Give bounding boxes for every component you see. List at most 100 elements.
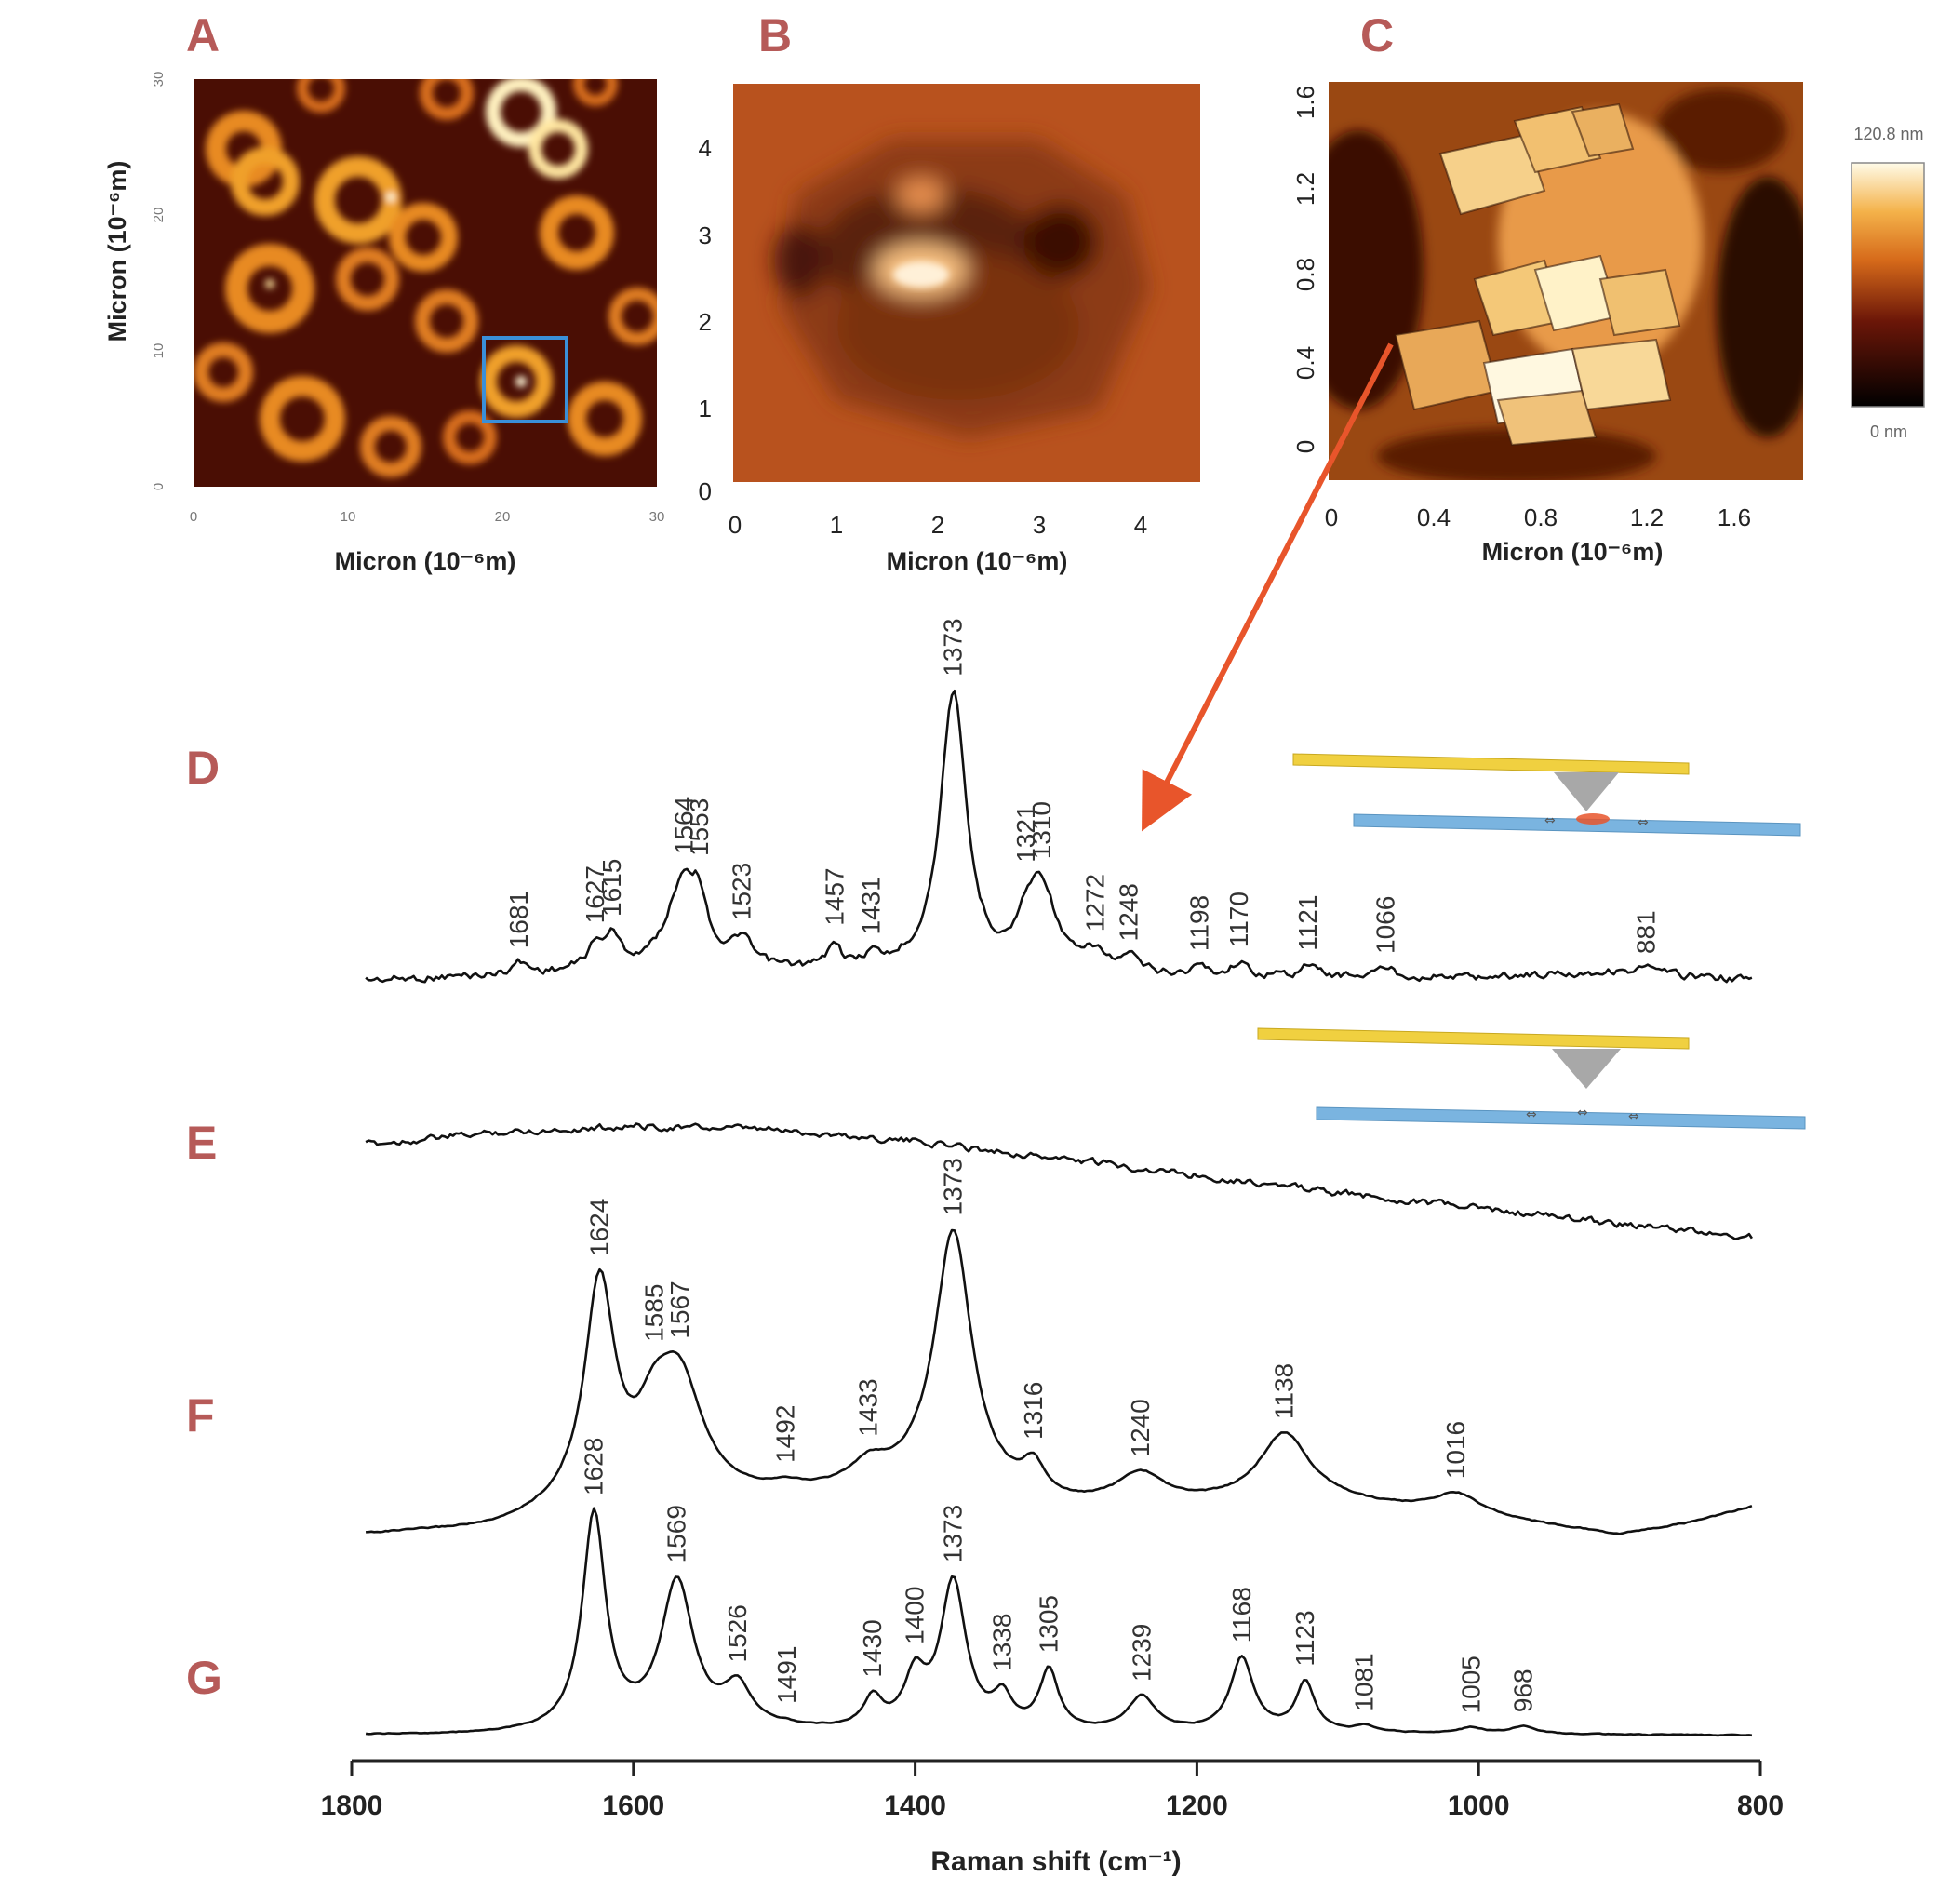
panel-b-x-tick: 1 [830, 511, 843, 539]
tip-schematic-on: ⇔ ⇔ [1292, 753, 1801, 837]
arrow-c-to-d [1142, 342, 1394, 832]
panel-b-afm-image [733, 84, 1200, 482]
panel-c-x-tick: 1.2 [1630, 503, 1664, 531]
peak-label-g: 1526 [723, 1604, 752, 1662]
panel-a: A [103, 9, 664, 575]
panel-a-x-tick: 20 [495, 509, 511, 525]
panel-c-x-tick: 1.6 [1718, 503, 1751, 531]
panel-a-selection-box [482, 336, 568, 423]
panel-a-letter: A [186, 9, 220, 61]
panel-c-y-tick: 0.8 [1291, 258, 1319, 291]
panel-a-y-tick: 0 [151, 483, 167, 490]
peak-label-f: 1585 [640, 1284, 669, 1342]
panel-b: B 0 1 2 3 4 0 1 2 3 4 [699, 9, 1200, 575]
peak-label-f: 1567 [665, 1281, 694, 1338]
panel-a-y-ticks: 0 10 20 30 [151, 72, 167, 491]
raman-x-tick-label: 800 [1737, 1790, 1784, 1821]
peak-label-g: 1430 [858, 1619, 887, 1677]
peak-label-d: 1457 [820, 867, 849, 925]
molecule-glyph: ⇔ [1638, 815, 1649, 830]
raman-x-tick-label: 1200 [1166, 1790, 1228, 1821]
panel-b-y-tick: 4 [699, 134, 712, 162]
panel-b-y-tick: 3 [699, 221, 712, 249]
peak-label-d: 1564 [669, 797, 698, 854]
spectrum-d-line [365, 690, 1753, 984]
panel-c-y-tick: 0 [1291, 440, 1319, 453]
peak-label-d: 1431 [857, 877, 886, 934]
panel-a-x-ticks: 0 10 20 30 [190, 509, 665, 525]
peak-label-d: 1170 [1224, 892, 1253, 947]
panel-a-x-tick: 30 [649, 509, 665, 525]
panel-b-letter: B [758, 9, 792, 61]
panel-c: C 0 [1291, 9, 1925, 566]
panel-b-y-tick: 0 [699, 477, 712, 505]
peak-label-g: 1400 [901, 1587, 929, 1644]
peak-label-f: 1316 [1019, 1382, 1048, 1440]
raman-x-axis: 1800 1600 1400 1200 1000 800 [321, 1759, 1784, 1821]
molecule-glyph: ⇔ [1628, 1109, 1639, 1124]
molecule-glyph: ⇔ [1544, 813, 1556, 828]
panel-c-y-tick: 1.2 [1291, 172, 1319, 206]
raman-x-axis-title: Raman shift (cm⁻¹) [930, 1846, 1181, 1877]
raman-x-tick-label: 1000 [1448, 1790, 1510, 1821]
peak-label-f: 1016 [1441, 1421, 1470, 1479]
panel-b-x-axis-title: Micron (10⁻⁶m) [887, 547, 1068, 575]
molecule-glyph: ⇔ [1577, 1106, 1588, 1120]
peak-label-g: 1168 [1227, 1587, 1256, 1643]
panel-c-x-axis-title: Micron (10⁻⁶m) [1482, 538, 1664, 566]
panel-c-x-tick: 0 [1325, 503, 1338, 531]
raman-x-tick-label: 1400 [884, 1790, 946, 1821]
peak-label-g: 1338 [988, 1614, 1017, 1671]
panel-b-y-tick: 1 [699, 395, 712, 422]
peak-label-d: 1627 [581, 865, 609, 923]
peak-label-d: 1121 [1293, 895, 1322, 951]
panel-c-x-tick: 0.8 [1524, 503, 1558, 531]
peak-label-f: 1492 [770, 1405, 799, 1463]
peak-label-d: 1615 [597, 859, 626, 917]
peak-label-f: 1373 [939, 1158, 968, 1215]
peak-label-d: 1248 [1115, 883, 1143, 941]
color-scale-max-label: 120.8 nm [1853, 125, 1923, 143]
panel-a-y-axis-title: Micron (10⁻⁶m) [103, 161, 131, 342]
panel-f-letter: F [186, 1389, 215, 1441]
peak-label-g: 1239 [1127, 1624, 1156, 1682]
peak-label-d: 1681 [504, 891, 533, 948]
color-scale-bar: 120.8 nm 0 nm [1851, 125, 1925, 441]
panel-c-y-tick: 1.6 [1291, 86, 1319, 119]
peak-label-d: 1310 [1027, 801, 1056, 859]
panel-a-y-tick: 10 [151, 343, 167, 359]
raman-x-tick-label: 1800 [321, 1790, 383, 1821]
peak-label-f: 1240 [1126, 1399, 1155, 1456]
raman-x-tick-label: 1600 [602, 1790, 664, 1821]
panel-a-x-axis-title: Micron (10⁻⁶m) [335, 547, 516, 575]
peak-label-d: 1321 [1011, 805, 1040, 863]
peak-label-d: 881 [1631, 910, 1660, 954]
peak-label-f: 1138 [1269, 1363, 1298, 1419]
panel-c-x-ticks: 0 0.4 0.8 1.2 1.6 [1325, 503, 1751, 531]
panel-b-y-ticks: 0 1 2 3 4 [699, 134, 712, 505]
peak-label-f: 1433 [854, 1378, 883, 1436]
panel-b-y-tick: 2 [699, 308, 712, 336]
peak-label-g: 968 [1509, 1669, 1538, 1712]
color-scale-min-label: 0 nm [1870, 422, 1907, 441]
peak-label-g: 1569 [662, 1505, 691, 1562]
panel-a-y-tick: 30 [151, 72, 167, 87]
panel-d-letter: D [186, 742, 220, 794]
peak-label-f: 1624 [585, 1199, 614, 1256]
spectrum-e-line [365, 1122, 1753, 1240]
panel-c-afm-image [1329, 82, 1803, 480]
peak-label-g: 1373 [939, 1505, 968, 1562]
panel-c-x-tick: 0.4 [1417, 503, 1451, 531]
panel-b-x-ticks: 0 1 2 3 4 [729, 511, 1147, 539]
panel-b-x-tick: 0 [729, 511, 742, 539]
panel-b-x-tick: 4 [1134, 511, 1147, 539]
panel-a-afm-image [194, 79, 657, 487]
panel-c-y-ticks: 0 0.4 0.8 1.2 1.6 [1291, 86, 1319, 453]
peak-label-d: 1373 [939, 618, 968, 676]
panel-b-x-tick: 3 [1033, 511, 1046, 539]
peak-label-d: 1066 [1370, 896, 1399, 954]
peak-label-g: 1005 [1457, 1656, 1486, 1713]
spectrum-g-line [365, 1507, 1753, 1737]
